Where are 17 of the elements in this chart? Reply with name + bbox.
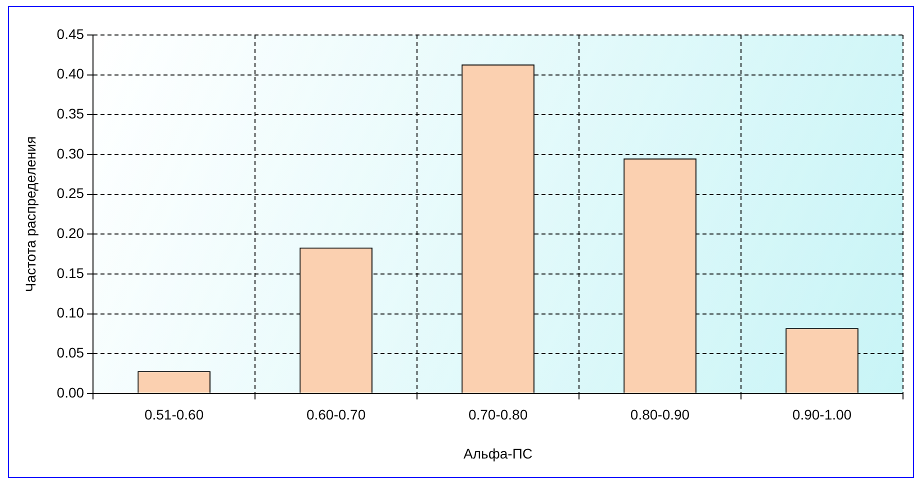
y-tick-label: 0.35: [56, 106, 84, 122]
y-tick-label: 0.00: [56, 384, 84, 400]
y-tick-label: 0.15: [56, 264, 84, 281]
x-tick-label: 0.90-1.00: [792, 406, 852, 423]
x-axis-title: Альфа-ПС: [464, 445, 532, 462]
y-tick-label: 0.20: [56, 224, 84, 241]
y-tick-label: 0.05: [56, 344, 84, 360]
y-tick-label: 0.40: [56, 66, 84, 82]
x-tick-label: 0.80-0.90: [630, 406, 690, 423]
y-tick-label: 0.25: [56, 185, 84, 202]
x-tick-label: 0.60-0.70: [306, 406, 366, 423]
y-tick-label: 0.45: [56, 26, 84, 42]
y-axis-title: Частота распределения: [22, 136, 38, 292]
x-tick-label: 0.70-0.80: [468, 406, 528, 423]
y-tick-label: 0.10: [56, 304, 84, 321]
y-tick-label: 0.30: [56, 145, 84, 162]
x-tick-label: 0.51-0.60: [144, 406, 204, 423]
